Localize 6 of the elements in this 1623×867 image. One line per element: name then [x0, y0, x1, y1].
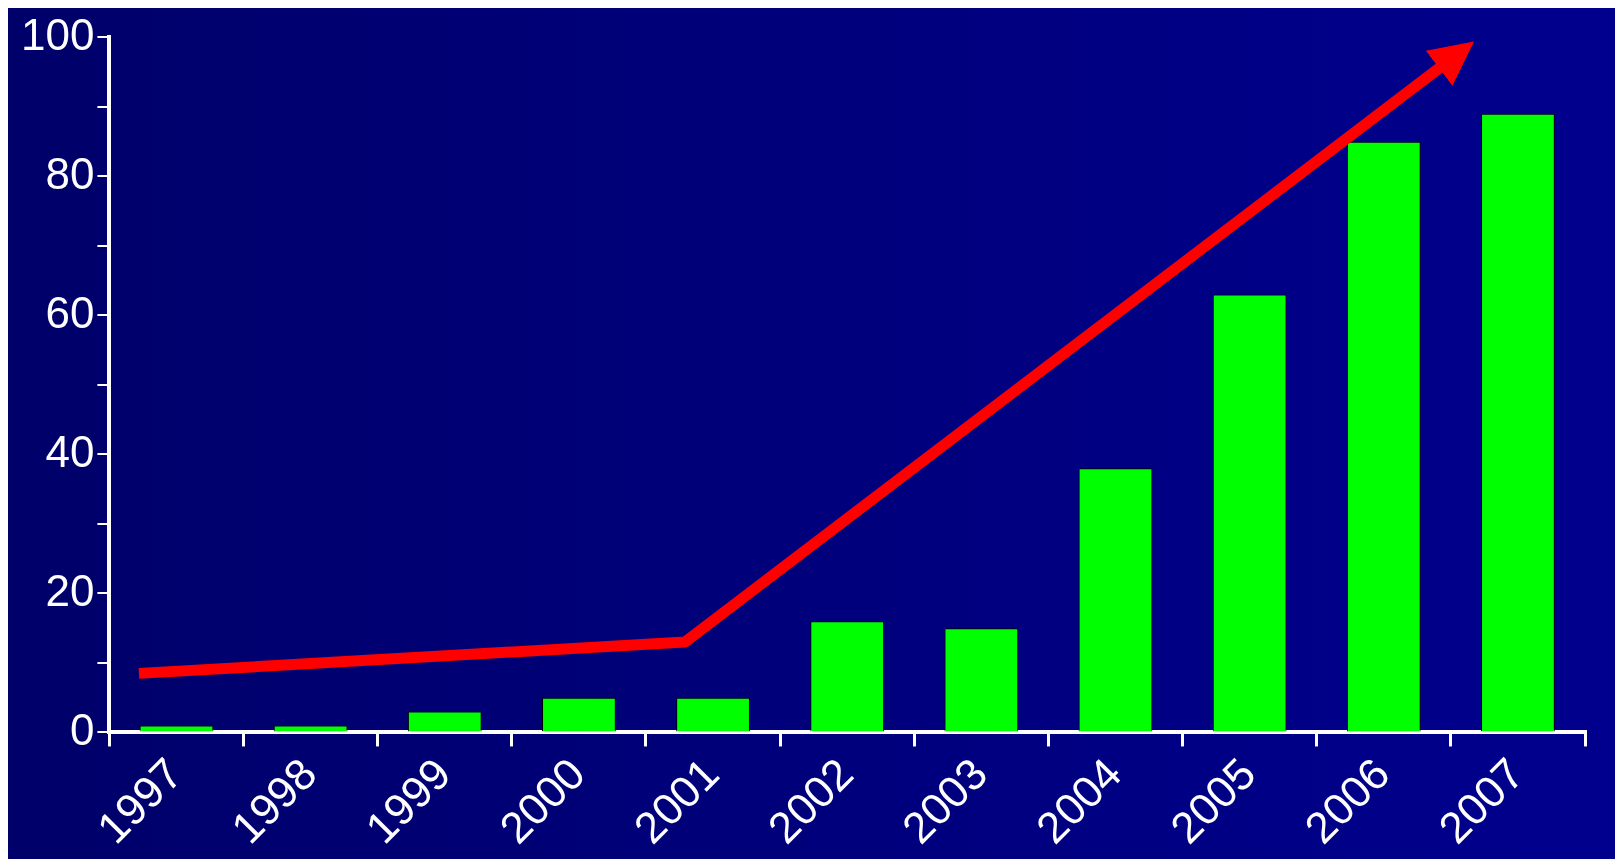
y-tick-label: 20 — [45, 565, 95, 615]
y-tick-label: 100 — [20, 9, 95, 59]
y-tick-label: 40 — [45, 426, 95, 476]
y-tick-label: 80 — [45, 148, 95, 198]
y-tick-label: 0 — [69, 704, 95, 754]
y-tick-label: 60 — [45, 287, 95, 337]
